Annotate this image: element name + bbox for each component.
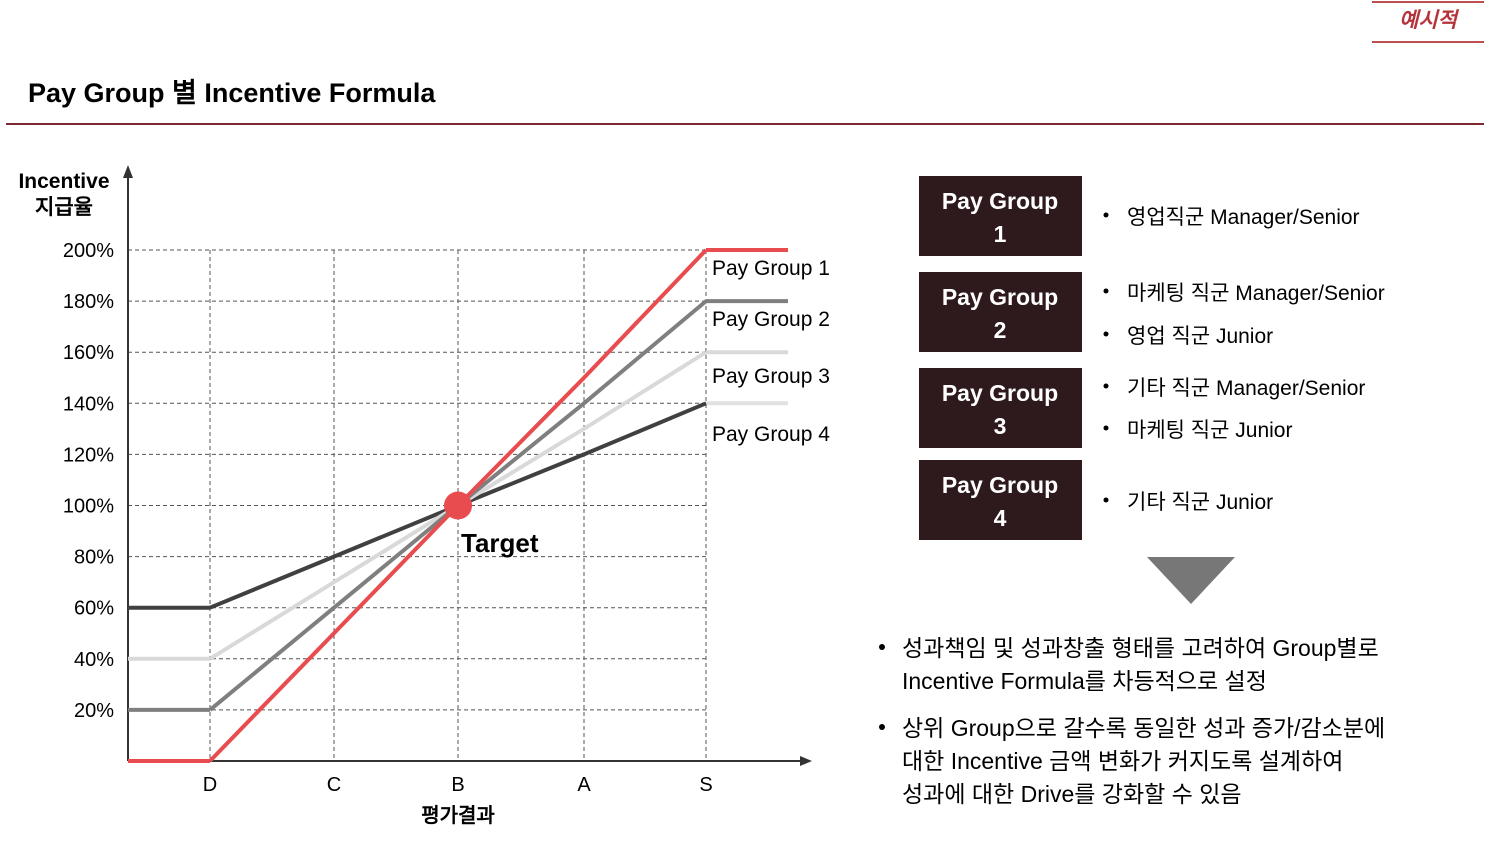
- group-number: 3: [994, 413, 1007, 439]
- group-box: [919, 368, 1082, 448]
- group-number: 2: [994, 317, 1007, 343]
- group-number: 1: [994, 221, 1007, 247]
- group-name: Pay Group: [942, 188, 1058, 214]
- group-item: 기타 직군 Manager/Senior: [1127, 377, 1365, 400]
- bullet-text: 성과에 대한 Drive를 강화할 수 있음: [902, 781, 1242, 807]
- group-name: Pay Group: [942, 284, 1058, 310]
- arrow-down: [1147, 557, 1235, 604]
- series-label: Pay Group 1: [712, 257, 830, 280]
- group-box: [919, 460, 1082, 540]
- y-tick-label: 180%: [63, 291, 114, 313]
- y-tick-label: 20%: [74, 700, 114, 722]
- series-label: Pay Group 3: [712, 365, 830, 388]
- group-box: [919, 176, 1082, 256]
- bullet-text: 성과책임 및 성과창출 형태를 고려하여 Group별로: [902, 635, 1379, 661]
- x-tick-label: A: [577, 774, 591, 796]
- bullet-text: 상위 Group으로 갈수록 동일한 성과 증가/감소분에: [902, 715, 1385, 741]
- x-axis-arrow: [800, 756, 812, 766]
- bullet-dot: [1103, 212, 1109, 218]
- target-marker: [444, 491, 472, 520]
- y-tick-label: 120%: [63, 444, 114, 466]
- y-axis-arrow: [123, 165, 133, 178]
- y-tick-label: 200%: [63, 240, 114, 262]
- y-tick-label: 60%: [74, 598, 114, 620]
- bullet-dot: [1103, 383, 1109, 389]
- y-tick-label: 80%: [74, 547, 114, 569]
- tag: 예시적: [1399, 9, 1460, 32]
- target-label: Target: [461, 528, 539, 558]
- group-item: 마케팅 직군 Manager/Senior: [1127, 282, 1385, 305]
- bullet-dot: [879, 724, 885, 730]
- y-tick-label: 100%: [63, 496, 114, 518]
- group-number: 4: [994, 505, 1007, 531]
- bullet-dot: [1103, 425, 1109, 431]
- group-name: Pay Group: [942, 472, 1058, 498]
- series-label: Pay Group 4: [712, 423, 830, 446]
- group-item: 영업직군 Manager/Senior: [1127, 206, 1360, 229]
- x-axis-title: 평가결과: [421, 804, 495, 827]
- x-tick-label: D: [203, 774, 217, 796]
- y-tick-label: 160%: [63, 342, 114, 364]
- series-label: Pay Group 2: [712, 308, 830, 331]
- bullet-text: 대한 Incentive 금액 변화가 커지도록 설계하여: [902, 748, 1343, 774]
- group-name: Pay Group: [942, 380, 1058, 406]
- bullet-dot: [1103, 497, 1109, 503]
- y-axis-title: Incentive: [18, 170, 109, 193]
- group-item: 기타 직군 Junior: [1127, 491, 1273, 514]
- y-tick-label: 40%: [74, 649, 114, 671]
- x-tick-label: C: [327, 774, 341, 796]
- bullet-text: Incentive Formula를 차등적으로 설정: [902, 668, 1267, 694]
- group-item: 영업 직군 Junior: [1127, 325, 1273, 348]
- group-box: [919, 272, 1082, 352]
- bullet-dot: [1103, 288, 1109, 294]
- bullet-dot: [879, 644, 885, 650]
- bullet-dot: [1103, 331, 1109, 337]
- group-item: 마케팅 직군 Junior: [1127, 419, 1292, 442]
- title: Pay Group 별 Incentive Formula: [28, 78, 436, 108]
- y-axis-title: 지급율: [35, 196, 93, 219]
- x-tick-label: B: [451, 774, 464, 796]
- x-tick-label: S: [699, 774, 712, 796]
- y-tick-label: 140%: [63, 393, 114, 415]
